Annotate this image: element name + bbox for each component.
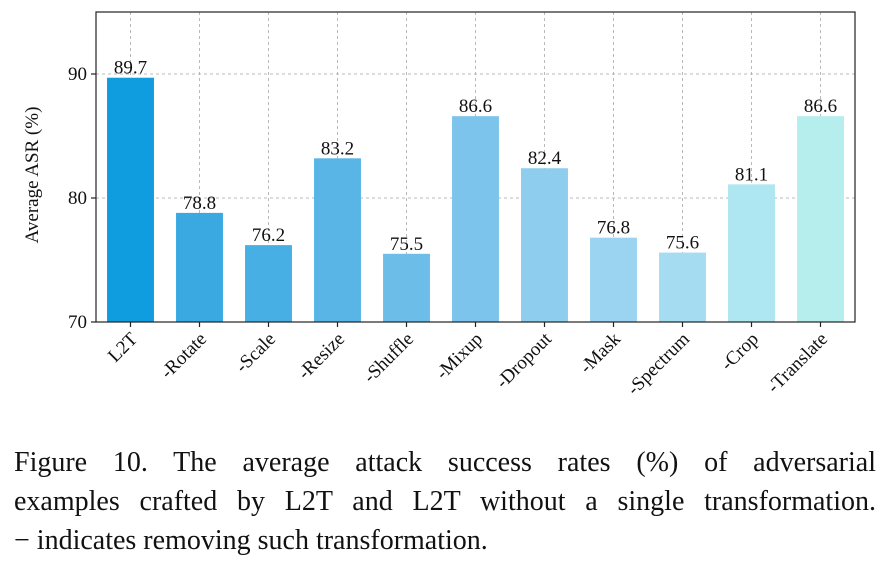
x-tick-label: -Mixup (432, 329, 487, 384)
x-tick-label: -Resize (294, 329, 349, 384)
x-tick-label: -Spectrum (623, 329, 694, 400)
y-tick-label: 80 (68, 188, 87, 209)
x-tick-label: -Translate (763, 329, 832, 398)
bar-translate (797, 116, 844, 322)
caption-line-1: Figure 10. The average attack success ra… (14, 447, 876, 478)
data-label: 83.2 (321, 138, 354, 159)
x-tick-label: -Crop (717, 329, 763, 375)
x-tick-label: -Shuffle (359, 329, 418, 388)
bar-resize (314, 158, 361, 322)
bars (107, 77, 844, 322)
bar-spectrum (659, 252, 706, 322)
figure-caption: Figure 10. The average attack success ra… (14, 443, 876, 560)
data-label: 78.8 (183, 193, 216, 214)
bar-shuffle (383, 253, 430, 322)
y-tick-label: 70 (68, 312, 87, 333)
y-tick-label: 90 (68, 64, 87, 85)
data-label: 81.1 (735, 164, 768, 185)
x-axis-ticks: L2T -Rotate -Scale -Resize -Shuffle -Mixup -Dr… (104, 322, 832, 400)
caption-line-3: − indicates removing such transformation… (14, 525, 488, 556)
x-tick-label: -Mask (576, 328, 626, 378)
bar-mask (590, 237, 637, 322)
y-axis-ticks: 70 80 90 (68, 64, 96, 333)
data-labels: 89.7 78.8 76.2 83.2 75.5 86.6 82.4 76.8 75.6 81.1… (114, 58, 837, 255)
bar-rotate (176, 212, 223, 322)
data-label: 75.6 (666, 233, 699, 254)
data-label: 89.7 (114, 58, 147, 79)
data-label: 76.8 (597, 218, 630, 239)
caption-line-2: examples crafted by L2T and L2T without … (14, 486, 876, 517)
x-tick-label: -Scale (232, 329, 280, 377)
data-label: 82.4 (528, 148, 562, 169)
bar-mixup (452, 116, 499, 322)
x-tick-label: -Rotate (157, 329, 211, 383)
data-label: 86.6 (804, 96, 837, 117)
y-axis-label: Average ASR (%) (22, 107, 43, 244)
data-label: 75.5 (390, 234, 423, 255)
data-label: 86.6 (459, 96, 492, 117)
x-tick-label: L2T (104, 328, 142, 366)
bar-crop (728, 184, 775, 322)
data-label: 76.2 (252, 225, 285, 246)
bar-dropout (521, 168, 568, 322)
bar-chart: 70 80 90 L2T -Rotate -Scale -Resize -Shuffle -M… (22, 11, 856, 400)
bar-scale (245, 245, 292, 322)
bar-l2t (107, 77, 154, 322)
x-tick-label: -Dropout (492, 328, 557, 393)
